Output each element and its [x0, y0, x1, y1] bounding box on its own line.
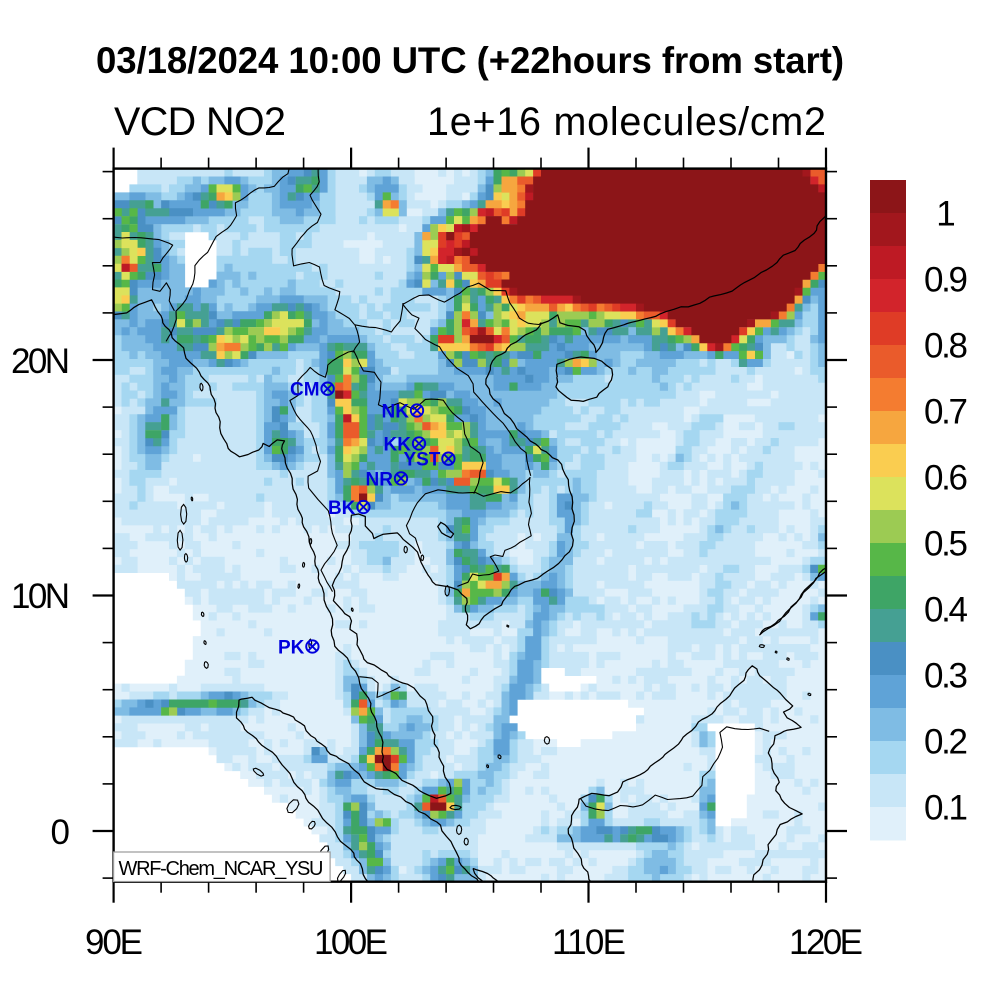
- svg-text:110E: 110E: [552, 923, 626, 962]
- svg-text:VCD NO2: VCD NO2: [114, 100, 286, 144]
- svg-text:WRF-Chem_NCAR_YSU: WRF-Chem_NCAR_YSU: [119, 858, 324, 880]
- svg-text:NK: NK: [382, 402, 410, 423]
- svg-text:1: 1: [936, 195, 955, 234]
- svg-text:90E: 90E: [85, 923, 143, 962]
- svg-text:KK: KK: [384, 435, 412, 456]
- svg-text:20N: 20N: [11, 342, 70, 381]
- svg-text:100E: 100E: [314, 923, 388, 962]
- svg-text:0.1: 0.1: [924, 789, 968, 828]
- svg-text:0.7: 0.7: [924, 393, 968, 432]
- svg-text:120E: 120E: [789, 923, 863, 962]
- svg-text:PK: PK: [278, 638, 305, 659]
- svg-text:03/18/2024 10:00 UTC (+22hours: 03/18/2024 10:00 UTC (+22hours from star…: [96, 40, 844, 81]
- svg-text:BK: BK: [328, 498, 356, 519]
- svg-text:0.2: 0.2: [924, 723, 968, 762]
- svg-text:0: 0: [51, 813, 70, 852]
- svg-text:0.4: 0.4: [924, 591, 968, 630]
- svg-text:CM: CM: [290, 380, 320, 401]
- svg-text:10N: 10N: [11, 577, 70, 616]
- svg-text:0.9: 0.9: [924, 261, 968, 300]
- svg-text:0.8: 0.8: [924, 327, 968, 366]
- svg-text:1e+16 molecules/cm2: 1e+16 molecules/cm2: [427, 100, 826, 144]
- svg-text:YST: YST: [403, 450, 440, 471]
- svg-text:0.6: 0.6: [924, 459, 968, 498]
- svg-text:0.5: 0.5: [924, 525, 968, 564]
- svg-text:NR: NR: [366, 469, 394, 490]
- svg-text:0.3: 0.3: [924, 657, 968, 696]
